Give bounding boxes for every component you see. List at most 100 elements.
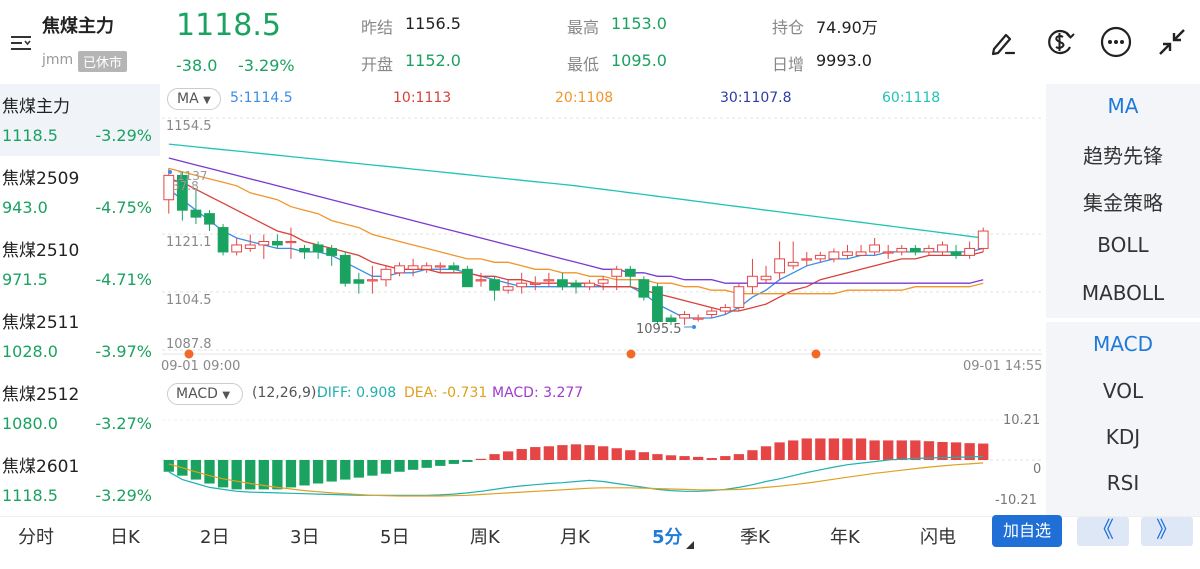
macd-histogram-bar	[693, 456, 704, 460]
candle-body	[570, 282, 582, 288]
quote-header: 焦煤主力 jmm 已休市 1118.5 -38.0 -3.29% 昨结 1156…	[0, 0, 1200, 84]
stat-label-daily-increase: 日增	[772, 55, 805, 74]
high-price-annotation-left: 37.8	[172, 179, 199, 193]
macd-histogram-bar	[421, 460, 432, 468]
candle-body	[624, 268, 636, 277]
collapse-icon[interactable]	[1155, 25, 1189, 59]
tab-flash[interactable]: 闪电	[920, 527, 956, 548]
contract-item[interactable]: 焦煤2601 1118.5 -3.29%	[0, 444, 160, 516]
candle-body	[176, 174, 188, 211]
event-marker-dot	[626, 349, 636, 359]
stat-label-prev-settle: 昨结	[361, 18, 394, 37]
contract-item[interactable]: 焦煤2512 1080.0 -3.27%	[0, 372, 160, 444]
next-page-button[interactable]: 》	[1141, 517, 1193, 546]
stat-label-high: 最高	[567, 18, 600, 37]
contract-item-change: -4.75%	[95, 198, 152, 217]
add-watchlist-button[interactable]: 加自选	[992, 515, 1062, 547]
price-axis-label: 1121.1	[166, 235, 212, 250]
currency-icon[interactable]	[1043, 25, 1077, 59]
macd-histogram-bar	[964, 443, 975, 460]
indicator-trend-pioneer[interactable]: 趋势先锋	[1083, 144, 1163, 168]
tab-yearly-k[interactable]: 年K	[830, 527, 860, 548]
indicator-macd[interactable]: MACD	[1093, 332, 1153, 356]
candle-body	[923, 247, 935, 253]
candle-body	[882, 251, 894, 254]
candle-body	[543, 279, 555, 282]
indicator-maboll[interactable]: MABOLL	[1081, 281, 1165, 305]
macd-histogram-bar	[557, 445, 568, 460]
candle-body	[285, 240, 297, 244]
indicator-boll[interactable]: BOLL	[1097, 233, 1149, 257]
contract-item-name: 焦煤2509	[2, 169, 80, 189]
candle-body	[747, 275, 758, 288]
candle-body	[258, 240, 270, 246]
tab-weekly-k[interactable]: 周K	[470, 527, 500, 548]
contract-item-price: 1118.5	[2, 486, 58, 505]
ma-selector-button[interactable]: MA ▼	[167, 88, 221, 110]
contract-item[interactable]: 焦煤主力 1118.5 -3.29%	[0, 84, 160, 156]
tab-5min[interactable]: 5分	[652, 527, 683, 548]
contract-item-change: -4.71%	[95, 270, 152, 289]
indicator-gold-strategy[interactable]: 集金策略	[1083, 191, 1163, 215]
candle-body	[475, 279, 487, 282]
indicator-kdj[interactable]: KDJ	[1105, 425, 1141, 449]
tab-intraday[interactable]: 分时	[18, 527, 54, 548]
indicator-divider	[1046, 318, 1200, 322]
candle-body	[584, 282, 595, 288]
tab-3day[interactable]: 3日	[290, 527, 320, 548]
tab-quarterly-k[interactable]: 季K	[740, 527, 770, 548]
tab-daily-k[interactable]: 日K	[110, 527, 140, 548]
candle-body	[964, 247, 976, 256]
prev-page-button[interactable]: 《	[1077, 517, 1129, 546]
candle-body	[801, 258, 813, 261]
contract-item[interactable]: 焦煤2511 1028.0 -3.97%	[0, 300, 160, 372]
macd-params: (12,26,9):	[252, 385, 322, 401]
candle-body	[529, 282, 541, 285]
candle-body	[814, 254, 826, 260]
contract-item-price: 971.5	[2, 270, 48, 289]
contract-item[interactable]: 焦煤2510 971.5 -4.71%	[0, 228, 160, 300]
more-icon[interactable]	[1099, 25, 1133, 59]
candle-body	[271, 240, 283, 246]
indicator-vol[interactable]: VOL	[1102, 379, 1144, 403]
candle-body	[353, 279, 365, 284]
macd-selector-label: MACD	[176, 386, 218, 402]
macd-histogram-bar	[828, 438, 840, 460]
candle-body	[733, 286, 745, 309]
contract-item-price: 1028.0	[2, 342, 58, 361]
candle-body	[719, 307, 731, 312]
draw-icon[interactable]	[986, 25, 1020, 59]
macd-histogram-bar	[326, 460, 337, 482]
contract-item[interactable]: 焦煤2509 943.0 -4.75%	[0, 156, 160, 228]
candle-body	[869, 244, 881, 253]
chevron-down-icon: ▼	[222, 390, 231, 401]
macd-selector-button[interactable]: MACD ▼	[167, 383, 243, 405]
macd-histogram-bar	[299, 460, 310, 486]
market-status-badge: 已休市	[78, 51, 128, 72]
tab-5day[interactable]: 5日	[380, 527, 410, 548]
indicator-rsi[interactable]: RSI	[1106, 471, 1140, 495]
macd-diff-value: DIFF: 0.908	[317, 385, 397, 401]
macd-histogram-bar	[597, 446, 609, 460]
ma-line-ma20	[168, 167, 984, 295]
candle-body	[516, 282, 528, 288]
list-menu-icon[interactable]	[6, 28, 36, 58]
tab-monthly-k[interactable]: 月K	[560, 527, 590, 548]
macd-histogram-bar	[733, 454, 745, 460]
event-marker-dot	[811, 349, 821, 359]
candle-body	[828, 251, 840, 260]
macd-histogram-bar	[285, 460, 297, 488]
tab-2day[interactable]: 2日	[200, 527, 230, 548]
macd-histogram-bar	[638, 452, 650, 460]
macd-histogram-bar	[312, 460, 324, 484]
macd-diff-line	[168, 455, 984, 496]
candle-body	[394, 265, 405, 274]
ma-line-ma60	[168, 143, 984, 239]
candle-body	[421, 265, 433, 270]
indicator-ma[interactable]: MA	[1107, 94, 1139, 118]
macd-histogram-bar	[896, 440, 907, 460]
macd-histogram-bar	[340, 460, 351, 480]
macd-histogram-bar	[611, 448, 622, 460]
candle-body	[217, 227, 229, 253]
